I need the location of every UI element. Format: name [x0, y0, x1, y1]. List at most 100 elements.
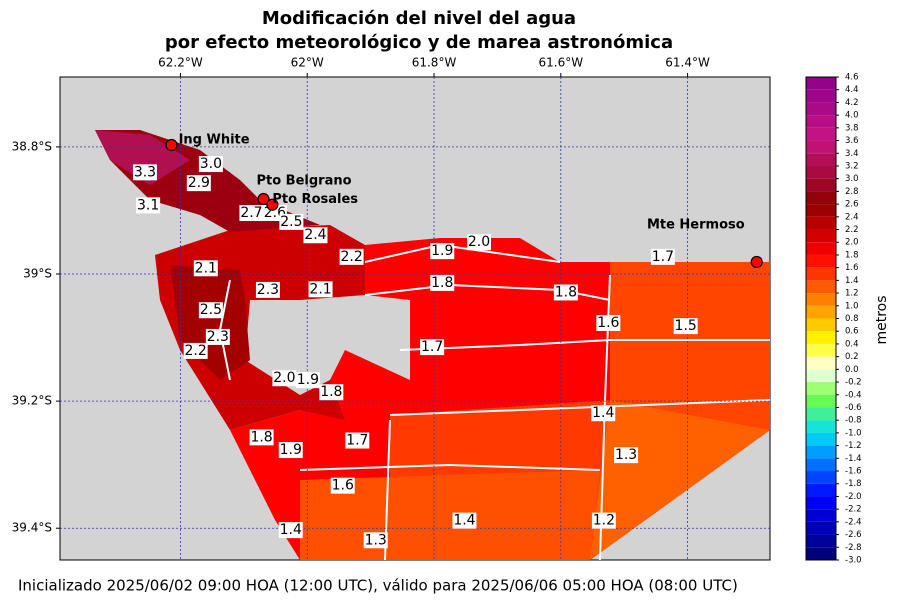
contour-label: 1.4 — [592, 405, 614, 421]
colorbar-tick-label: -0.6 — [845, 403, 862, 413]
colorbar-tick-label: -1.0 — [845, 428, 862, 438]
colorbar-tick-label: 3.0 — [845, 174, 859, 184]
contour-label: 2.3 — [207, 329, 229, 345]
title-line: Modificación del nivel del agua — [262, 8, 576, 29]
colorbar-tick-label: -3.0 — [845, 556, 862, 566]
station-label: Ing White — [179, 133, 250, 148]
x-tick-label: 62.2°W — [158, 56, 203, 70]
colorbar-tick-label: 1.2 — [845, 289, 859, 299]
station-label: Mte Hermoso — [647, 217, 745, 232]
colorbar-cell — [806, 356, 836, 370]
colorbar-tick-label: 3.2 — [845, 161, 859, 171]
contour-label: 1.3 — [615, 447, 637, 463]
colorbar-tick-label: 2.4 — [845, 212, 859, 222]
contour-label: 2.9 — [188, 175, 210, 191]
colorbar-tick-label: -1.6 — [845, 467, 862, 477]
contour-label: 2.2 — [340, 249, 362, 265]
contour-label: 1.8 — [555, 284, 577, 300]
colorbar-tick-label: 3.4 — [845, 149, 859, 159]
colorbar-cell — [806, 254, 836, 268]
colorbar-cell — [806, 394, 836, 408]
colorbar-cell — [806, 509, 836, 522]
contour-label-bg — [198, 302, 223, 319]
colorbar-tick-label: 1.0 — [845, 301, 859, 311]
colorbar-tick-label: 2.0 — [845, 238, 859, 248]
station — [750, 255, 763, 269]
colorbar-tick-label: -1.2 — [845, 441, 862, 451]
colorbar-cell — [806, 369, 836, 383]
colorbar-cell — [806, 318, 836, 332]
colorbar-cell — [806, 471, 836, 484]
y-tick-label: 39°S — [23, 267, 52, 281]
contour-line — [389, 399, 771, 416]
colorbar-tick-label: 0.4 — [845, 339, 859, 349]
colorbar-cell — [806, 140, 836, 154]
title-line: por efecto meteorológico y de marea astr… — [165, 32, 673, 53]
contour-line — [364, 283, 611, 301]
colorbar-tick-label: -0.2 — [845, 378, 862, 388]
colorbar-cell — [806, 445, 836, 459]
contour-label: 1.8 — [320, 384, 342, 400]
contour-label-bg — [430, 243, 455, 260]
contour-label-bg — [596, 314, 621, 331]
contour-label-bg — [308, 281, 333, 298]
contour-label: 2.7 — [240, 205, 262, 221]
colorbar-tick-label: 1.8 — [845, 250, 859, 260]
contour-label: 1.4 — [453, 513, 475, 529]
colorbar-tick-label: 4.6 — [845, 73, 859, 83]
x-tick-label: 62°W — [291, 56, 324, 70]
contour-label-bg — [198, 156, 223, 173]
contour-label: 2.4 — [304, 227, 326, 243]
colorbar-cell — [806, 382, 836, 395]
map — [59, 76, 771, 561]
colorbar-tick-label: -2.8 — [845, 543, 862, 553]
colorbar-cell — [806, 127, 836, 141]
contour-line — [299, 463, 601, 471]
colorbar-cell — [806, 153, 836, 166]
station — [165, 138, 178, 152]
land — [95, 130, 190, 185]
colorbar-tick-label: 2.6 — [845, 200, 859, 210]
contour-label: 2.3 — [257, 282, 279, 298]
colorbar-cell — [806, 102, 836, 116]
colorbar-cell — [806, 407, 836, 421]
colorbar-cell — [806, 204, 836, 217]
colorbar-cell — [806, 216, 836, 230]
colorbar-tick-label: -2.6 — [845, 530, 862, 540]
colorbar-cell — [806, 267, 836, 281]
contour-label: 2.5 — [200, 302, 222, 318]
contour-label-bg — [183, 342, 208, 359]
colorbar-tick-label: 0.0 — [845, 365, 859, 375]
contour-label: 1.4 — [280, 522, 302, 538]
contour-label: 1.9 — [297, 372, 319, 388]
colorbar-cell — [806, 343, 836, 357]
colorbar-tick-label: 4.0 — [845, 111, 859, 121]
contour-label: 2.1 — [309, 281, 331, 297]
colorbar-cell — [806, 242, 836, 255]
contour-label: 3.3 — [134, 164, 156, 180]
contour-label-bg — [278, 522, 303, 539]
contour-label: 2.0 — [273, 370, 295, 386]
contour-label-bg — [553, 284, 578, 301]
contour-label: 1.7 — [421, 339, 443, 355]
contour-label: 1.8 — [250, 429, 272, 445]
colorbar-tick-label: -0.8 — [845, 416, 862, 426]
contour-label: 2.5 — [280, 214, 302, 230]
land — [170, 265, 250, 380]
contour-label: 1.9 — [431, 243, 453, 259]
colorbar-cell — [806, 331, 836, 344]
contour-label-bg — [467, 234, 492, 251]
colorbar-tick-label: -1.8 — [845, 479, 862, 489]
colorbar-cell — [806, 77, 836, 90]
contour-label: 2.1 — [195, 260, 217, 276]
contour-label: 2.0 — [468, 234, 490, 250]
contour-label-bg — [319, 384, 344, 401]
colorbar-tick-label: -2.0 — [845, 492, 862, 502]
contour-label-bg — [239, 205, 264, 222]
contour-label: 1.3 — [365, 532, 387, 548]
colorbar-cell — [806, 165, 836, 179]
contour-label: 1.5 — [675, 318, 697, 334]
contour-label-bg — [132, 164, 157, 181]
contour-label-bg — [430, 274, 455, 291]
